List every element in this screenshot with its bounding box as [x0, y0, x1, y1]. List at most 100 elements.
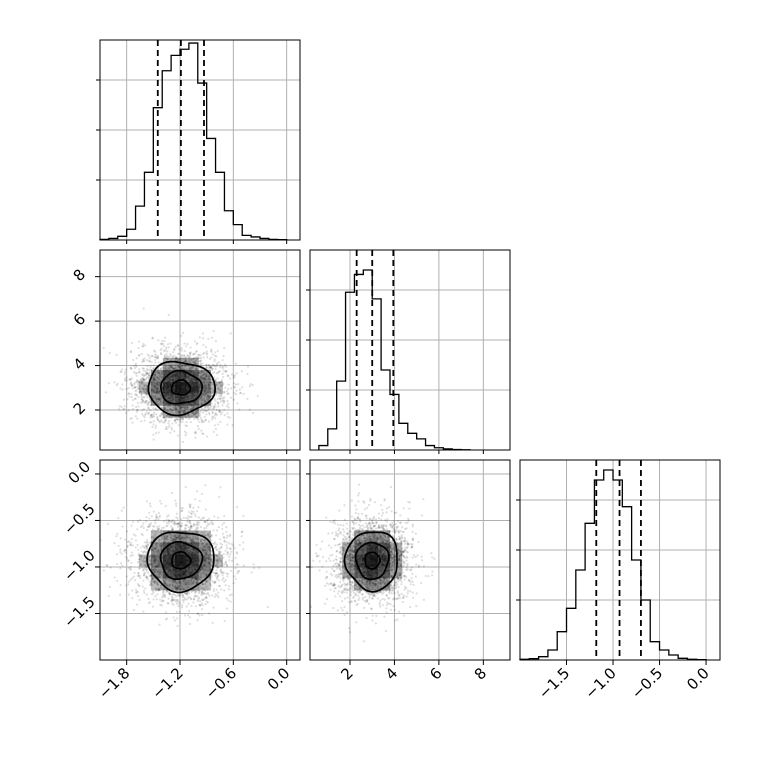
sample-point: [124, 411, 128, 414]
sample-point: [185, 536, 189, 539]
sample-point: [165, 521, 168, 524]
sample-point: [208, 366, 211, 369]
sample-point: [180, 347, 183, 350]
sample-point: [145, 388, 148, 391]
sample-point: [138, 584, 141, 587]
sample-point: [177, 589, 180, 592]
sample-point: [153, 529, 157, 532]
sample-point: [185, 582, 188, 585]
sample-point: [162, 526, 165, 529]
sample-point: [338, 586, 341, 589]
sample-point: [144, 400, 147, 403]
sample-point: [221, 523, 224, 526]
sample-point: [210, 350, 213, 353]
sample-point: [186, 591, 189, 594]
sample-point: [201, 374, 204, 377]
sample-point: [363, 501, 366, 504]
sample-point: [354, 588, 357, 591]
sample-point: [226, 575, 229, 578]
sample-point: [130, 384, 133, 387]
sample-point: [225, 541, 228, 544]
sample-point: [173, 354, 176, 358]
sample-point: [164, 582, 167, 585]
sample-point: [153, 568, 156, 571]
sample-point: [125, 556, 128, 559]
sample-point: [148, 563, 151, 566]
sample-point: [338, 563, 341, 566]
sample-point: [139, 546, 142, 549]
joint-content-2: [100, 460, 300, 660]
sample-point: [184, 434, 187, 437]
sample-point: [199, 540, 202, 543]
sample-point: [217, 591, 220, 594]
sample-point: [189, 522, 192, 525]
sample-point: [167, 422, 170, 425]
sample-point: [208, 404, 211, 407]
sample-point: [205, 585, 208, 588]
sample-point: [158, 372, 161, 375]
sample-point: [184, 534, 187, 537]
sample-point: [216, 349, 219, 353]
sample-point: [179, 407, 182, 410]
sample-point: [211, 412, 214, 415]
sample-point: [209, 522, 212, 525]
sample-point: [181, 587, 184, 590]
sample-point: [223, 536, 226, 540]
sample-point: [132, 358, 135, 362]
sample-point: [179, 538, 182, 541]
sample-point: [210, 348, 213, 351]
sample-point: [174, 589, 177, 592]
sample-point: [135, 410, 139, 413]
sample-point: [155, 413, 158, 416]
sample-point: [178, 537, 181, 540]
sample-point: [167, 518, 170, 522]
contour-2-1: [171, 551, 192, 570]
sample-point: [215, 393, 218, 396]
sample-point: [129, 367, 133, 370]
sample-point: [329, 582, 332, 585]
density-cell: [174, 381, 187, 394]
sample-point: [200, 593, 203, 596]
sample-point: [205, 363, 208, 367]
sample-point: [226, 374, 229, 377]
sample-point: [215, 433, 219, 436]
sample-point: [214, 365, 217, 368]
sample-point: [238, 388, 241, 391]
sample-point: [157, 588, 160, 591]
sample-point: [181, 536, 184, 539]
sample-point: [208, 407, 211, 410]
sample-point: [194, 528, 197, 531]
sample-point: [185, 524, 188, 527]
sample-point: [225, 390, 229, 393]
sample-point: [218, 394, 221, 397]
sample-point: [186, 405, 189, 409]
sample-point: [152, 395, 155, 398]
sample-point: [394, 561, 397, 564]
sample-point: [163, 540, 166, 543]
sample-point: [205, 413, 208, 416]
sample-point: [131, 544, 134, 547]
sample-point: [152, 376, 155, 379]
sample-point: [126, 544, 129, 547]
sample-point: [160, 571, 163, 574]
sample-point: [160, 545, 163, 549]
sample-point: [385, 593, 388, 597]
sample-point: [175, 536, 179, 539]
sample-point: [332, 519, 335, 523]
sample-point: [165, 346, 168, 349]
sample-point: [153, 582, 156, 585]
sample-point: [201, 419, 204, 423]
sample-point: [185, 424, 188, 427]
sample-point: [387, 538, 390, 541]
sample-point: [159, 538, 162, 542]
sample-point: [186, 614, 189, 617]
sample-point: [148, 386, 152, 389]
sample-point: [181, 417, 184, 421]
sample-point: [200, 538, 203, 541]
sample-point: [170, 598, 174, 601]
sample-point: [190, 604, 193, 607]
sample-point: [385, 524, 388, 527]
sample-point: [192, 357, 195, 360]
sample-point: [158, 398, 161, 401]
density-cell: [138, 554, 151, 567]
